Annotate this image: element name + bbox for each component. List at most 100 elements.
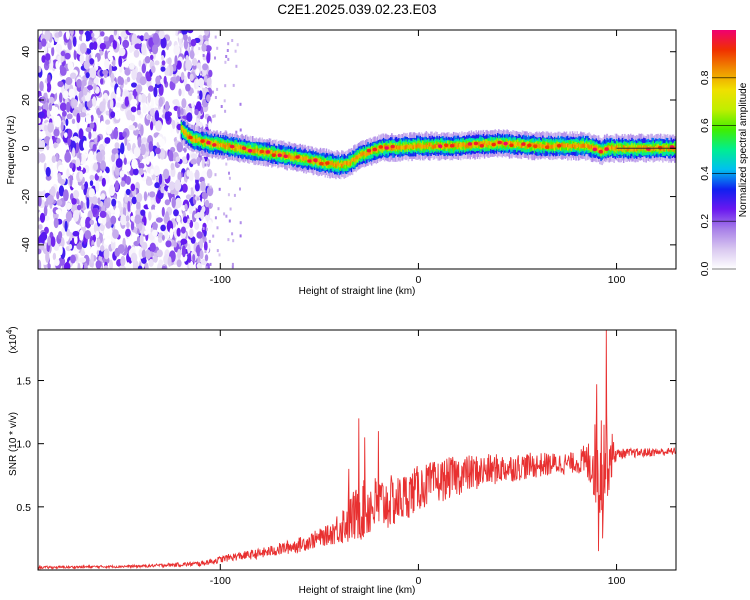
spectrogram-noise-cell <box>206 161 209 165</box>
spectrogram-noise-cell <box>63 189 69 202</box>
spectrogram-ridge-cell <box>345 161 348 169</box>
spectrogram-noise-cell <box>48 208 52 216</box>
spectrogram-noise-cell <box>113 30 117 36</box>
spectrogram-noise-cell <box>131 196 137 205</box>
spectrogram-ridge-cell <box>408 145 411 149</box>
spectrogram-noise-cell <box>79 257 87 263</box>
spectrogram-noise-cell <box>74 235 78 245</box>
spectrogram-noise-cell <box>38 259 42 269</box>
spectrogram-noise-cell <box>114 142 120 149</box>
spectrogram-noise-cell <box>128 124 136 131</box>
spectrogram-ridge-cell <box>338 163 341 168</box>
spectrogram-ridge-cell <box>383 144 386 149</box>
spectrogram-ridge-cell <box>269 150 272 159</box>
spectrogram-ridge-cell <box>219 142 222 147</box>
spectrogram-ridge-cell <box>320 157 323 166</box>
spectrogram-noise-cell <box>85 216 92 229</box>
spectrogram-noise-cell <box>209 262 212 266</box>
spectrogram-ridge-cell <box>637 145 639 150</box>
spectrogram-noise-cell <box>64 132 68 139</box>
spectrogram-ridge-cell <box>336 162 338 166</box>
spectrogram-ridge-cell <box>422 144 424 149</box>
spectrogram-noise-cell <box>91 131 98 139</box>
spectrogram-noise-cell <box>214 216 217 220</box>
spectrogram-noise-cell <box>47 74 51 85</box>
snr-series-line <box>38 330 676 570</box>
spectrogram-ridge-cell <box>435 144 437 149</box>
spectrogram-noise-cell <box>118 55 123 68</box>
spectrogram-noise-cell <box>137 265 143 269</box>
spectrogram-noise-cell <box>202 53 205 57</box>
spectrogram-noise-cell <box>69 174 73 187</box>
spectrogram-noise-cell <box>169 228 173 240</box>
spectrogram-ridge-cell <box>323 161 325 166</box>
spectrogram-ridge-cell <box>609 146 612 151</box>
spectrogram-noise-cell <box>38 138 43 150</box>
spectrogram-noise-cell <box>115 112 121 120</box>
spectrogram-ridge-cell <box>227 141 229 149</box>
spectrogram-noise-cell <box>196 231 203 239</box>
spectrogram-ridge-cell <box>397 145 399 150</box>
spectrogram-noise-cell <box>75 157 80 168</box>
spectrogram-noise-cell <box>160 66 166 72</box>
spectrogram-ridge-cell <box>181 128 184 133</box>
spectrogram-noise-cell <box>90 114 94 122</box>
spectrogram-ridge-cell <box>424 144 426 149</box>
spectrogram-ridge-cell <box>619 145 621 150</box>
spectrogram-ridge-cell <box>466 143 468 148</box>
spectrogram-noise-cell <box>138 162 145 170</box>
spectrogram-noise-cell <box>181 245 186 258</box>
spectrogram-noise-cell <box>158 173 163 185</box>
spectrogram-noise-cell <box>58 30 63 38</box>
spectrogram-ridge-cell <box>433 144 436 149</box>
spectrogram-noise-cell <box>95 180 100 192</box>
spectrogram-noise-cell <box>180 226 186 234</box>
spectrogram-ridge-cell <box>515 142 518 147</box>
spectrogram-noise-cell <box>148 85 154 92</box>
spectrogram-peak-cell <box>545 145 550 149</box>
spectrogram-noise-cell <box>106 197 111 203</box>
spectrogram-noise-cell <box>152 221 158 231</box>
spectrogram-noise-cell <box>239 234 242 238</box>
spectrogram-ridge-cell <box>218 143 221 148</box>
spectrogram-noise-cell <box>129 45 133 54</box>
spectrogram-noise-cell <box>173 241 177 248</box>
spectrogram-y-tick-label: 40 <box>20 46 32 58</box>
spectrogram-noise-cell <box>61 227 66 236</box>
spectrogram-noise-cell <box>144 229 149 236</box>
spectrogram-noise-cell <box>165 211 169 222</box>
spectrogram-noise-cell <box>152 32 160 45</box>
spectrogram-ridge-cell <box>410 144 412 148</box>
spectrogram-noise-cell <box>124 67 131 76</box>
spectrogram-noise-cell <box>78 128 84 140</box>
spectrogram-noise-cell <box>150 168 155 176</box>
spectrogram-ridge-cell <box>357 154 360 159</box>
spectrogram-noise-cell <box>104 50 109 61</box>
spectrogram-ridge-cell <box>350 158 353 163</box>
spectrogram-noise-cell <box>48 96 55 105</box>
spectrogram-noise-cell <box>201 157 206 169</box>
spectrogram-noise-cell <box>53 243 60 251</box>
spectrogram-noise-cell <box>217 207 220 211</box>
spectrogram-ridge-cell <box>287 154 290 159</box>
spectrogram-ridge-cell <box>615 145 618 150</box>
spectrogram-ridge-cell <box>228 143 230 152</box>
spectrogram-noise-cell <box>206 94 211 102</box>
spectrogram-ridge-cell <box>425 143 428 148</box>
spectrogram-noise-cell <box>139 76 147 86</box>
spectrogram-peak-cell <box>247 148 253 153</box>
spectrogram-noise-cell <box>177 106 181 118</box>
spectrogram-noise-cell <box>204 163 207 167</box>
spectrogram-noise-cell <box>148 258 154 267</box>
spectrogram-ridge-cell <box>498 142 500 147</box>
spectrogram-noise-cell <box>57 175 62 184</box>
figure-title: C2E1.2025.039.02.23.E03 <box>277 2 436 17</box>
spectrogram-ridge-cell <box>589 145 592 150</box>
spectrogram-noise-cell <box>81 79 87 87</box>
colorbar-tick-label: 0.4 <box>699 166 711 181</box>
spectrogram-noise-cell <box>171 197 176 209</box>
spectrogram-ridge-cell <box>596 147 599 151</box>
spectrogram-noise-cell <box>41 38 47 47</box>
spectrogram-noise-cell <box>82 87 88 96</box>
spectrogram-noise-cell <box>111 153 116 163</box>
